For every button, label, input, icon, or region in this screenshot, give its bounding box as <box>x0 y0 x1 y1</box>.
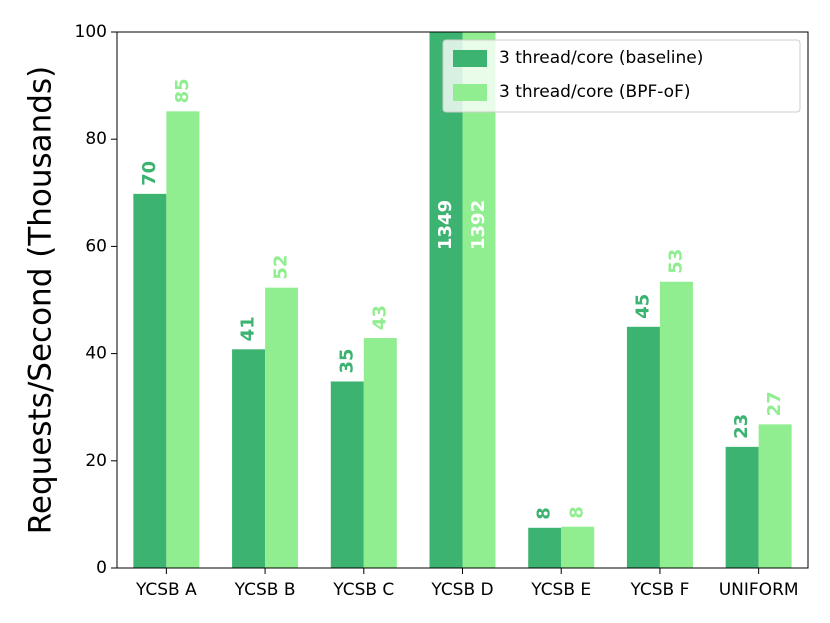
bar <box>561 526 595 568</box>
value-label: 41 <box>238 316 259 341</box>
x-tick-label: YCSB C <box>332 580 394 600</box>
y-tick-label: 20 <box>85 451 107 471</box>
bar <box>758 424 792 568</box>
value-label: 52 <box>271 255 292 280</box>
value-label: 85 <box>172 78 193 103</box>
legend-label: 3 thread/core (baseline) <box>499 48 703 68</box>
value-label: 1392 <box>468 200 489 250</box>
legend-swatch <box>453 84 487 101</box>
value-label: 8 <box>534 507 555 520</box>
bar <box>429 32 463 568</box>
x-tick-label: UNIFORM <box>719 580 799 600</box>
plot-frame <box>116 31 809 569</box>
legend-label: 3 thread/core (BPF-oF) <box>499 82 690 102</box>
legend-box <box>442 39 801 113</box>
y-tick-label: 0 <box>96 558 107 578</box>
x-tick-label: YCSB D <box>430 580 493 600</box>
x-tick-label: YCSB A <box>135 580 197 600</box>
bar <box>725 446 759 568</box>
bar <box>265 287 299 568</box>
value-label: 70 <box>139 161 160 186</box>
bar <box>626 326 660 568</box>
bar <box>330 381 364 568</box>
value-label: 27 <box>764 391 785 416</box>
bar <box>133 193 167 568</box>
value-label: 1349 <box>435 200 456 250</box>
y-tick-label: 80 <box>85 129 107 149</box>
bar <box>232 349 266 568</box>
bar <box>166 111 200 568</box>
x-tick-label: YCSB E <box>530 580 591 600</box>
x-tick-label: YCSB F <box>629 580 689 600</box>
bar <box>462 32 496 568</box>
value-label: 23 <box>731 414 752 439</box>
value-label: 45 <box>632 294 653 319</box>
value-label: 53 <box>665 249 686 274</box>
bar <box>528 527 562 568</box>
bar <box>363 338 397 568</box>
value-label: 43 <box>369 305 390 330</box>
legend-swatch <box>453 50 487 67</box>
value-label: 8 <box>567 506 588 519</box>
y-tick-label: 60 <box>85 236 107 256</box>
y-tick-label: 100 <box>75 22 107 42</box>
value-label: 35 <box>336 348 357 373</box>
bars <box>133 32 792 568</box>
y-axis-label: Requests/Second (Thousands) <box>23 66 59 534</box>
x-tick-label: YCSB B <box>234 580 296 600</box>
y-tick-label: 40 <box>85 344 107 364</box>
bar <box>659 281 693 568</box>
